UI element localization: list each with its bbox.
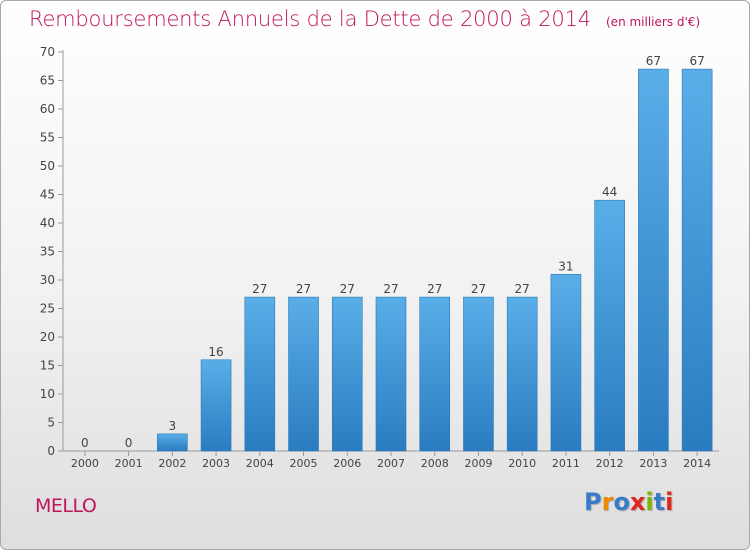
bar — [550, 273, 582, 452]
x-tick-label: 2002 — [158, 457, 186, 470]
x-tick-label: 2013 — [639, 457, 667, 470]
bar — [506, 296, 538, 452]
logo-letter: x — [629, 488, 646, 516]
logo-letter: i — [665, 488, 674, 516]
data-label: 27 — [296, 282, 311, 296]
y-tick-label: 55 — [40, 131, 55, 145]
y-tick-label: 65 — [40, 74, 55, 88]
x-tick-label: 2008 — [421, 457, 449, 470]
x-tick-label: 2012 — [596, 457, 624, 470]
x-tick-label: 2000 — [71, 457, 99, 470]
x-tick-label: 2003 — [202, 457, 230, 470]
bar — [463, 296, 494, 452]
data-label: 0 — [81, 436, 89, 450]
bar — [681, 68, 713, 452]
y-tick-label: 60 — [40, 102, 55, 116]
y-tick-label: 35 — [40, 245, 55, 259]
bar — [200, 359, 232, 452]
bar — [244, 296, 276, 452]
y-tick-label: 20 — [40, 330, 55, 344]
data-label: 27 — [383, 282, 398, 296]
data-label: 27 — [427, 282, 442, 296]
y-tick-label: 40 — [40, 216, 55, 230]
bar — [157, 433, 188, 452]
logo-letter: o — [613, 488, 630, 516]
data-label: 0 — [125, 436, 133, 450]
y-tick-label: 70 — [40, 45, 55, 59]
logo-letter: i — [645, 488, 654, 516]
x-tick-label: 2009 — [464, 457, 492, 470]
y-tick-label: 0 — [47, 444, 55, 458]
data-label: 31 — [558, 259, 573, 273]
y-tick-label: 5 — [47, 416, 55, 430]
data-label: 67 — [646, 54, 661, 68]
data-label: 27 — [340, 282, 355, 296]
y-tick-label: 50 — [40, 159, 55, 173]
chart-subtitle: (en milliers d'€) — [606, 15, 701, 29]
data-label: 27 — [471, 282, 486, 296]
data-label: 44 — [602, 185, 617, 199]
chart-title: Remboursements Annuels de la Dette de 20… — [29, 7, 591, 31]
x-tick-label: 2004 — [246, 457, 274, 470]
x-tick-label: 2006 — [333, 457, 361, 470]
bar — [375, 296, 407, 452]
x-tick-label: 2014 — [683, 457, 711, 470]
bar — [594, 199, 625, 452]
chart-title-line: Remboursements Annuels de la Dette de 20… — [29, 7, 700, 31]
x-tick-label: 2011 — [552, 457, 580, 470]
x-tick-label: 2005 — [290, 457, 318, 470]
y-tick-label: 30 — [40, 273, 55, 287]
bar — [288, 296, 319, 452]
y-tick-label: 45 — [40, 188, 55, 202]
logo-letter: P — [584, 488, 602, 516]
data-label: 3 — [169, 419, 177, 433]
y-tick-label: 25 — [40, 302, 55, 316]
data-label: 27 — [252, 282, 267, 296]
logo-letter: t — [653, 488, 666, 516]
data-label: 27 — [515, 282, 530, 296]
place-name: MELLO — [35, 495, 97, 517]
x-tick-label: 2001 — [115, 457, 143, 470]
logo-letter: r — [601, 488, 614, 516]
x-tick-label: 2007 — [377, 457, 405, 470]
bar — [419, 296, 451, 452]
data-label: 16 — [208, 345, 223, 359]
x-tick-label: 2010 — [508, 457, 536, 470]
bar — [638, 68, 669, 452]
y-tick-label: 15 — [40, 359, 55, 373]
y-tick-label: 10 — [40, 387, 55, 401]
bar — [331, 296, 363, 452]
data-label: 67 — [689, 54, 704, 68]
proxiti-logo[interactable]: Proxiti — [584, 488, 673, 516]
